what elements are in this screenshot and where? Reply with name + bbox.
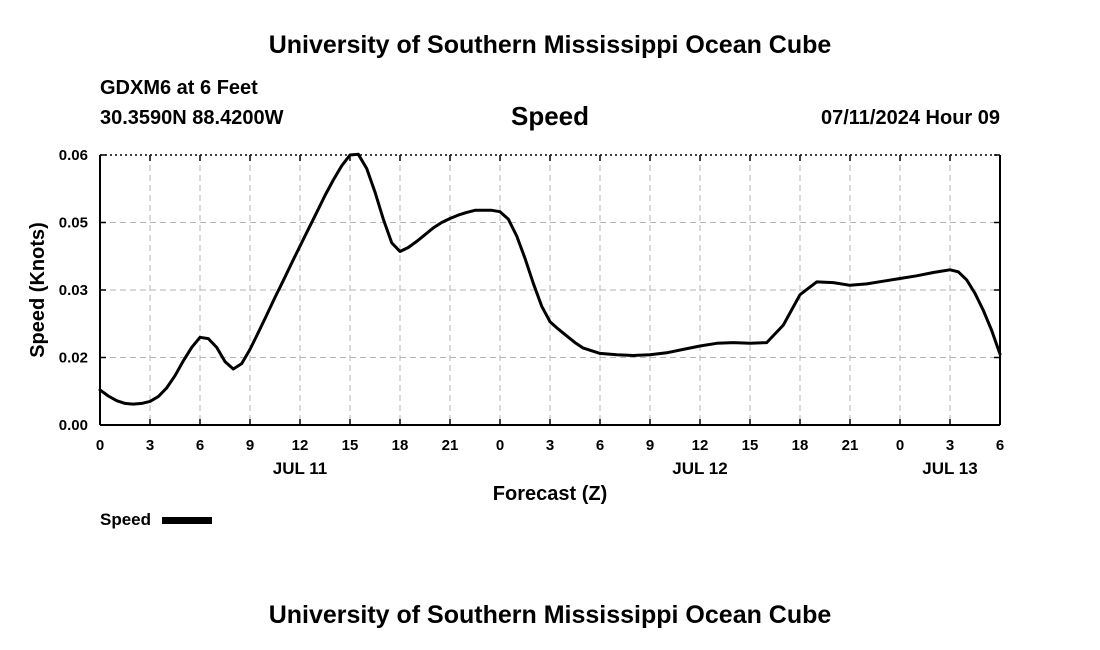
- series-line-speed: [98, 152, 1002, 406]
- x-tick-label: 15: [342, 437, 359, 454]
- x-tick-label: 3: [546, 437, 554, 454]
- x-tick-label: 3: [946, 437, 954, 454]
- x-tick-label: 3: [146, 437, 154, 454]
- x-tick-label: 15: [742, 437, 759, 454]
- y-tick-label: 0.05: [59, 215, 88, 232]
- legend-swatch: [162, 517, 212, 524]
- y-tick-label: 0.03: [59, 282, 88, 299]
- x-tick-label: 6: [996, 437, 1004, 454]
- date-label: JUL 12: [672, 459, 727, 478]
- x-tick-label: 18: [792, 437, 809, 454]
- y-tick-label: 0.02: [59, 350, 88, 367]
- x-axis-ticks: 0 3 6 9 12 15 18 21 0 3 6 9 12 15 18 21 0 3 6: [96, 155, 1004, 454]
- y-tick-label: 0.00: [59, 417, 88, 434]
- x-tick-label: 21: [842, 437, 859, 454]
- x-tick-label: 12: [292, 437, 309, 454]
- x-tick-label: 18: [392, 437, 409, 454]
- x-axis-label: Forecast (Z): [493, 483, 607, 505]
- x-tick-label: 9: [246, 437, 254, 454]
- legend-label: Speed: [100, 510, 151, 529]
- footer-title: University of Southern Mississippi Ocean…: [268, 601, 832, 629]
- date-labels: JUL 11 JUL 12 JUL 13: [273, 459, 978, 478]
- x-tick-label: 9: [646, 437, 654, 454]
- chart-grid: [100, 155, 1000, 425]
- y-axis-label: Speed (Knots): [27, 222, 49, 358]
- date-label: JUL 13: [922, 459, 977, 478]
- date-label: JUL 11: [273, 459, 328, 478]
- x-tick-label: 6: [196, 437, 204, 454]
- y-tick-label: 0.06: [59, 147, 88, 164]
- coordinates-label: 30.3590N 88.4200W: [100, 107, 284, 129]
- x-tick-label: 0: [96, 437, 104, 454]
- forecast-datetime: 07/11/2024 Hour 09: [820, 107, 1000, 129]
- legend: Speed: [100, 510, 212, 529]
- x-tick-label: 6: [596, 437, 604, 454]
- series-group: [98, 152, 1002, 406]
- x-tick-label: 0: [896, 437, 904, 454]
- x-tick-label: 21: [442, 437, 459, 454]
- y-axis-ticks: 0.00 0.02 0.03 0.05 0.06: [59, 147, 1000, 434]
- x-tick-label: 0: [496, 437, 504, 454]
- x-tick-label: 12: [692, 437, 709, 454]
- station-label: GDXM6 at 6 Feet: [100, 77, 258, 99]
- chart-title: Speed: [510, 101, 590, 131]
- page-title: University of Southern Mississippi Ocean…: [268, 31, 832, 59]
